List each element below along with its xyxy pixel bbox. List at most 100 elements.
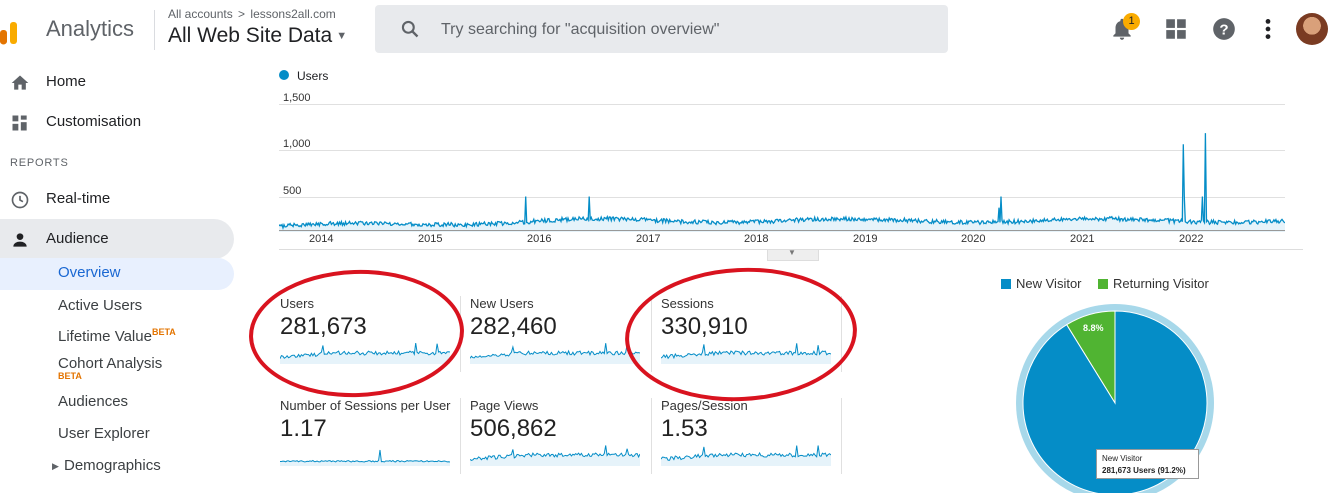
metric-label: Users bbox=[280, 296, 314, 311]
sparkline bbox=[661, 445, 831, 466]
app-title[interactable]: Analytics bbox=[46, 16, 135, 41]
users-line-chart[interactable] bbox=[279, 90, 1285, 232]
analytics-logo-icon[interactable] bbox=[0, 12, 30, 46]
legend-label-users: Users bbox=[297, 69, 329, 83]
pie-slice-label-returning: 8.8% bbox=[1083, 323, 1104, 333]
metric-pages-per-session[interactable]: Pages/Session 1.53 bbox=[661, 398, 841, 478]
metric-page-views[interactable]: Page Views 506,862 bbox=[470, 398, 650, 478]
sidebar-subitem-lifetime-value[interactable]: Lifetime ValueBETA bbox=[58, 327, 176, 345]
sidebar-subitem-demographics[interactable]: Demographics bbox=[64, 457, 161, 474]
sidebar-item-home[interactable]: Home bbox=[0, 62, 234, 102]
legend-swatch bbox=[1001, 279, 1011, 289]
x-tick-label: 2018 bbox=[744, 233, 769, 245]
y-tick-label: 500 bbox=[283, 185, 302, 197]
pie-slice-new-visitor[interactable] bbox=[1022, 310, 1208, 493]
sparkline-line bbox=[661, 445, 831, 461]
sidebar-item-realtime[interactable]: Real-time bbox=[0, 179, 234, 219]
beta-badge: BETA bbox=[58, 371, 82, 381]
search-input[interactable] bbox=[439, 15, 923, 45]
sparkline bbox=[470, 445, 640, 466]
metric-divider bbox=[460, 296, 461, 372]
tooltip-value: 281,673 Users (91.2%) bbox=[1102, 466, 1186, 475]
more-vert-icon[interactable] bbox=[1255, 16, 1281, 42]
header-divider bbox=[154, 10, 155, 50]
metric-divider bbox=[841, 398, 842, 474]
x-tick-label: 2017 bbox=[636, 233, 661, 245]
sparkline-fill bbox=[280, 450, 450, 466]
search-bar[interactable] bbox=[375, 5, 948, 53]
gridline bbox=[279, 104, 1285, 105]
pie-legend-returning-visitor[interactable]: Returning Visitor bbox=[1098, 276, 1209, 291]
x-tick-label: 2016 bbox=[527, 233, 552, 245]
view-name: All Web Site Data bbox=[168, 24, 333, 47]
sidebar-subitem-active-users[interactable]: Active Users bbox=[58, 297, 142, 314]
sidebar-subitem-label: Demographics bbox=[64, 457, 161, 474]
sidebar-item-audience[interactable]: Audience bbox=[0, 219, 234, 259]
x-tick-label: 2015 bbox=[418, 233, 443, 245]
y-tick-label: 1,500 bbox=[283, 92, 311, 104]
account-breadcrumb[interactable]: All accounts > lessons2all.com bbox=[168, 7, 336, 21]
sidebar-item-label: Customisation bbox=[46, 113, 142, 130]
metric-label: Pages/Session bbox=[661, 398, 748, 413]
sidebar-subitem-user-explorer[interactable]: User Explorer bbox=[58, 425, 150, 442]
sidebar-subitem-overview[interactable]: Overview bbox=[0, 258, 234, 290]
users-area-fill bbox=[279, 133, 1285, 232]
beta-badge: BETA bbox=[151, 327, 176, 337]
pie-legend-new-visitor[interactable]: New Visitor bbox=[1001, 276, 1082, 291]
sparkline bbox=[280, 343, 450, 364]
metric-sessions-per-user[interactable]: Number of Sessions per User 1.17 bbox=[280, 398, 460, 478]
legend-marker bbox=[279, 70, 289, 80]
x-tick-label: 2020 bbox=[961, 233, 986, 245]
caret-down-icon: ▼ bbox=[336, 30, 348, 43]
gridline bbox=[279, 197, 1285, 198]
apps-grid-icon[interactable] bbox=[1163, 16, 1189, 42]
metric-sessions[interactable]: Sessions 330,910 bbox=[661, 296, 841, 376]
top-bar: Analytics All accounts > lessons2all.com… bbox=[0, 0, 1332, 60]
x-tick-label: 2019 bbox=[853, 233, 878, 245]
sparkline bbox=[661, 343, 831, 364]
users-series-line bbox=[279, 133, 1285, 231]
sidebar-item-label: Audience bbox=[46, 230, 109, 247]
person-icon bbox=[13, 233, 27, 247]
view-selector[interactable]: All Web Site Data ▼ bbox=[168, 24, 347, 48]
sidebar-subitem-audiences[interactable]: Audiences bbox=[58, 393, 128, 410]
gridline bbox=[279, 150, 1285, 151]
sparkline-line bbox=[280, 449, 450, 463]
breadcrumb-site[interactable]: lessons2all.com bbox=[250, 7, 336, 21]
svg-text:?: ? bbox=[1219, 21, 1228, 38]
help-icon[interactable]: ? bbox=[1211, 16, 1237, 42]
x-tick-label: 2014 bbox=[309, 233, 334, 245]
sidebar-subitem-label: User Explorer bbox=[58, 425, 150, 442]
sidebar-item-label: Home bbox=[46, 73, 87, 90]
sidebar: Home Customisation REPORTS Real-time Aud… bbox=[0, 60, 258, 493]
sparkline-line bbox=[470, 445, 640, 461]
metric-divider bbox=[651, 398, 652, 474]
metric-new-users[interactable]: New Users 282,460 bbox=[470, 296, 650, 376]
visitor-pie-chart[interactable] bbox=[1015, 303, 1215, 493]
sidebar-subitem-label: Cohort Analysis bbox=[58, 355, 163, 372]
metric-value: 1.17 bbox=[280, 415, 327, 442]
sparkline-line bbox=[280, 343, 450, 359]
sparkline bbox=[470, 343, 640, 364]
user-avatar[interactable] bbox=[1296, 13, 1328, 45]
tooltip-title: New Visitor bbox=[1102, 454, 1143, 463]
sidebar-item-customisation[interactable]: Customisation bbox=[0, 102, 234, 142]
x-tick-label: 2022 bbox=[1179, 233, 1204, 245]
sidebar-subitem-label: Audiences bbox=[58, 393, 129, 410]
metric-users[interactable]: Users 281,673 bbox=[280, 296, 460, 376]
collapse-chart-toggle[interactable]: ▼ bbox=[767, 248, 819, 261]
metric-label: Page Views bbox=[470, 398, 539, 413]
breadcrumb-all-accounts[interactable]: All accounts bbox=[168, 7, 233, 21]
notification-badge: 1 bbox=[1123, 13, 1140, 30]
home-icon bbox=[11, 75, 29, 90]
expand-arrow-icon[interactable]: ▶ bbox=[52, 461, 59, 471]
metric-label: New Users bbox=[470, 296, 534, 311]
metric-divider bbox=[841, 296, 842, 372]
metric-label: Sessions bbox=[661, 296, 714, 311]
sparkline-line bbox=[470, 343, 640, 359]
sparkline-line bbox=[661, 343, 831, 360]
metric-value: 330,910 bbox=[661, 313, 748, 340]
reports-heading: REPORTS bbox=[10, 157, 69, 169]
sidebar-subitem-cohort-analysis[interactable]: Cohort Analysis bbox=[58, 355, 162, 372]
x-tick-label: 2021 bbox=[1070, 233, 1095, 245]
